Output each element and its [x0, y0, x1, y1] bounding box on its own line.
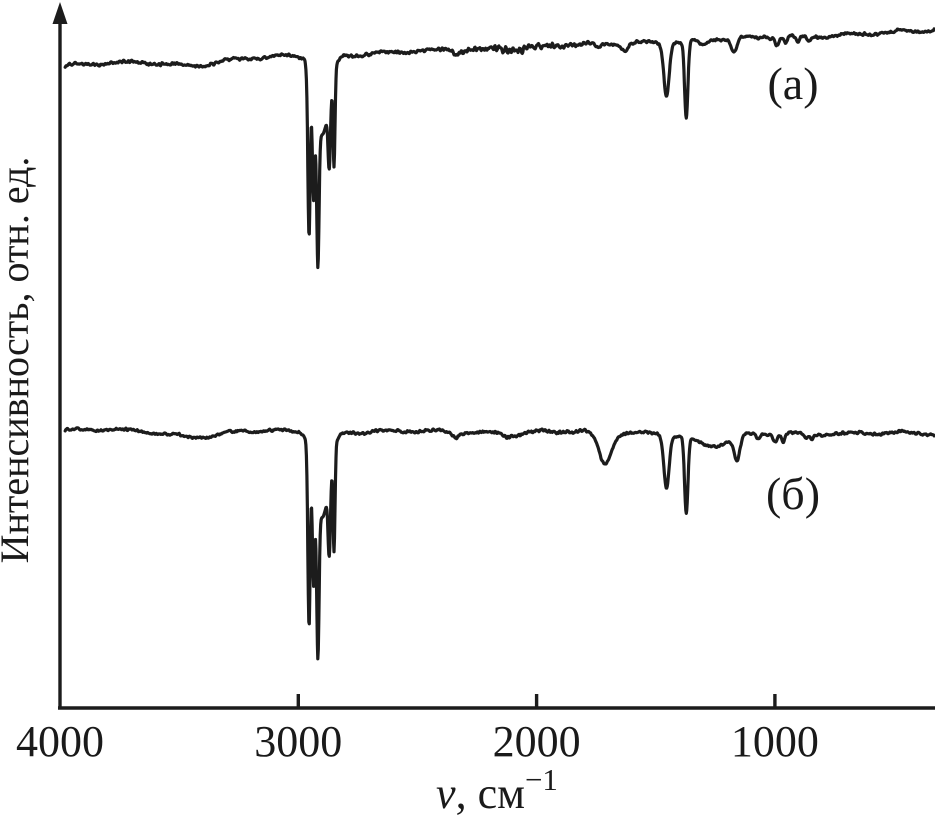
x-axis-title-unit: , см [456, 769, 525, 818]
x-axis-title-superscript: −1 [525, 762, 558, 797]
x-axis-tick-labels: 4000 3000 2000 1000 [16, 717, 819, 766]
x-axis-title-symbol: ν [436, 769, 456, 818]
spectrum-a-trace [63, 27, 935, 270]
x-axis-title: ν, см−1 [436, 762, 558, 818]
spectrum-b-label: (б) [766, 468, 820, 519]
x-tick-label: 4000 [16, 717, 104, 766]
x-tick-label: 3000 [254, 717, 342, 766]
y-axis-arrow-icon [52, 2, 68, 24]
x-tick-label: 2000 [493, 717, 581, 766]
y-axis-title: Интенсивность, отн. ед. [0, 157, 37, 564]
x-axis-ticks [296, 694, 777, 707]
spectrum-b-trace [63, 426, 935, 661]
x-tick-label: 1000 [731, 717, 819, 766]
spectrum-a-label: (а) [767, 58, 818, 109]
